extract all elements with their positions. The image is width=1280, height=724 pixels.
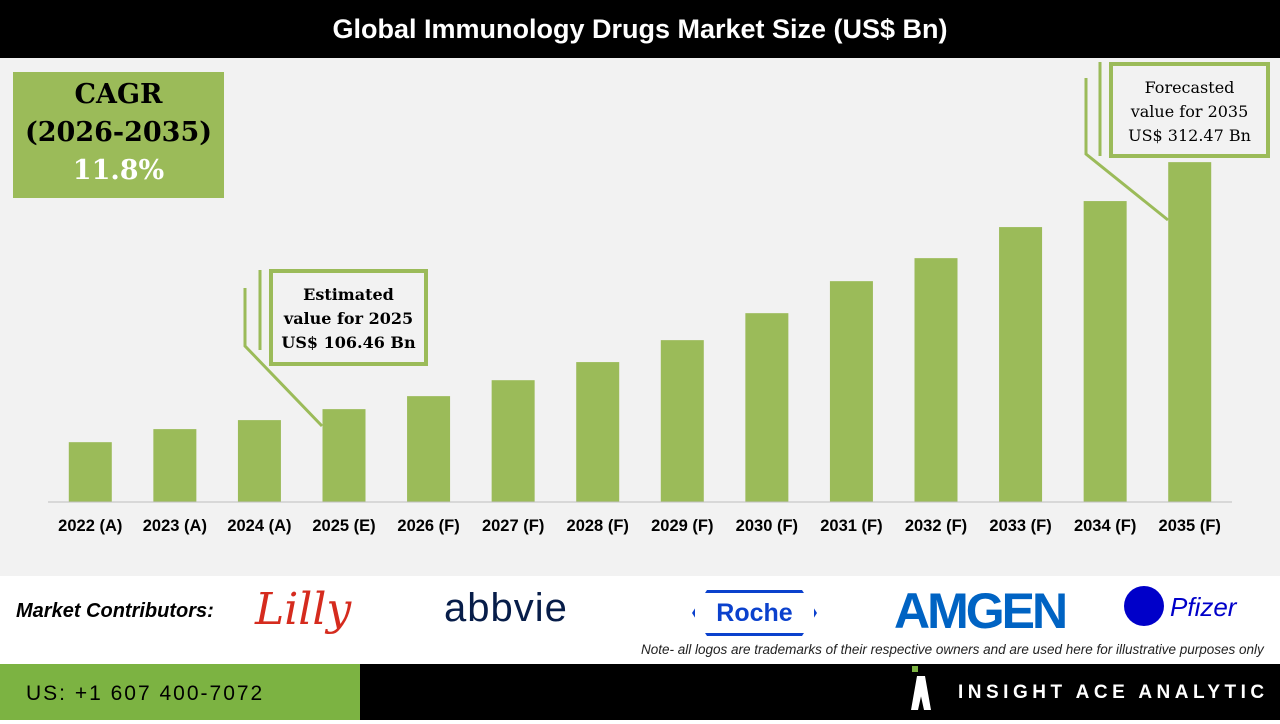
bar-2030-f- — [745, 313, 789, 502]
bar-2027-f- — [491, 380, 535, 502]
chart-title: Global Immunology Drugs Market Size (US$… — [0, 0, 1280, 58]
cagr-period: (2026-2035) — [24, 117, 213, 148]
bar-2029-f- — [660, 340, 704, 502]
x-tick-label: 2030 (F) — [736, 517, 798, 535]
brand-logo-mark — [911, 676, 931, 710]
x-tick-label: 2033 (F) — [989, 517, 1051, 535]
bar-chart: 2022 (A) 2023 (A) 2024 (A) 2025 (E) 2026 (F)… — [48, 62, 1232, 535]
x-tick-label: 2029 (F) — [651, 517, 713, 535]
roche-logo: Roche — [692, 590, 817, 636]
x-tick-label: 2026 (F) — [397, 517, 459, 535]
forecast-callout: Forecasted value for 2035 US$ 312.47 Bn — [1109, 62, 1270, 158]
x-tick-label: 2031 (F) — [820, 517, 882, 535]
pfizer-logo: Pfizer — [1170, 592, 1237, 622]
x-tick-label: 2035 (F) — [1159, 517, 1221, 535]
x-tick-label: 2028 (F) — [567, 517, 629, 535]
x-tick-label: 2023 (A) — [143, 517, 207, 535]
bar-2025-e- — [322, 409, 366, 502]
bar-2022-a- — [68, 442, 112, 502]
lilly-logo: Lilly — [255, 584, 352, 635]
x-tick-label: 2022 (A) — [58, 517, 122, 535]
estimated-callout: Estimated value for 2025 US$ 106.46 Bn — [269, 269, 428, 366]
cagr-label: CAGR — [74, 79, 163, 110]
x-tick-label: 2032 (F) — [905, 517, 967, 535]
phone-number: US: +1 607 400-7072 — [0, 664, 360, 720]
contributors-section: Market Contributors: Lilly abbvie Roche … — [0, 576, 1280, 664]
x-tick-label: 2034 (F) — [1074, 517, 1136, 535]
bar-2033-f- — [999, 227, 1043, 503]
callout-value: US$ 312.47 Bn — [1128, 126, 1251, 145]
callout-connector-2035 — [1084, 78, 1169, 222]
brand-logo-icon — [912, 666, 918, 672]
bar-2023-a- — [153, 429, 197, 502]
bar-2028-f- — [576, 362, 620, 502]
callout-value: US$ 106.46 Bn — [281, 333, 416, 352]
bar-2026-f- — [407, 396, 451, 502]
callout-line: Forecasted — [1144, 78, 1235, 97]
callout-line: Estimated — [303, 285, 394, 304]
brand-name: INSIGHT ACE ANALYTIC — [958, 682, 1269, 703]
cagr-box: CAGR (2026-2035) 11.8% — [13, 72, 224, 198]
bar-2034-f- — [1083, 201, 1127, 503]
bar-2035-f- — [1168, 162, 1212, 502]
x-tick-label: 2025 (E) — [312, 517, 375, 535]
contributors-label: Market Contributors: — [16, 600, 214, 622]
trademark-note: Note- all logos are trademarks of their … — [641, 642, 1264, 657]
cagr-value: 11.8% — [72, 155, 165, 186]
bar-2032-f- — [914, 258, 958, 502]
callout-connector-2025 — [243, 288, 324, 428]
bar-2024-a- — [237, 420, 281, 502]
brand-footer: INSIGHT ACE ANALYTIC — [360, 664, 1280, 720]
x-tick-label: 2024 (A) — [227, 517, 291, 535]
amgen-logo: AMGEN — [894, 583, 1068, 639]
chart-area: 2022 (A) 2023 (A) 2024 (A) 2025 (E) 2026 (F)… — [0, 58, 1280, 576]
pfizer-icon — [1124, 586, 1164, 626]
callout-line: value for 2025 — [283, 309, 414, 328]
abbvie-logo: abbvie — [444, 586, 568, 630]
callout-line: value for 2035 — [1130, 102, 1249, 121]
bar-2031-f- — [829, 281, 873, 502]
x-tick-label: 2027 (F) — [482, 517, 544, 535]
